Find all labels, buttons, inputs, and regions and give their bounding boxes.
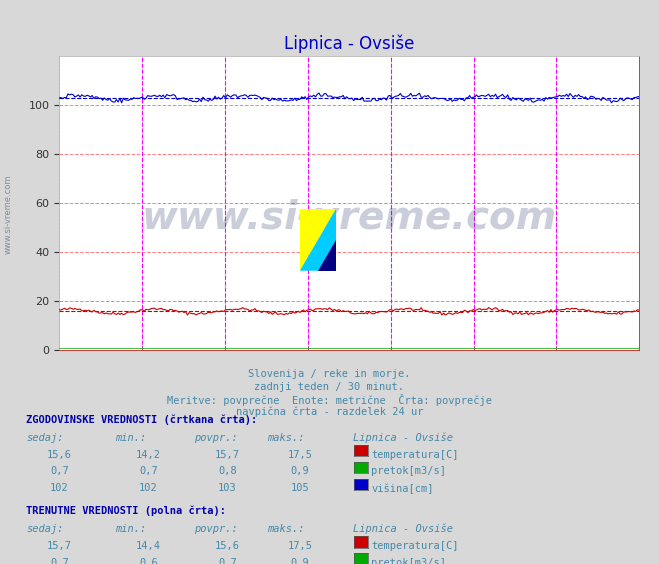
- Text: povpr.:: povpr.:: [194, 433, 238, 443]
- Text: 17,5: 17,5: [287, 450, 312, 460]
- Polygon shape: [318, 240, 336, 271]
- Text: 0,8: 0,8: [218, 466, 237, 477]
- Text: www.si-vreme.com: www.si-vreme.com: [3, 175, 13, 254]
- Text: zadnji teden / 30 minut.: zadnji teden / 30 minut.: [254, 382, 405, 392]
- Text: 14,2: 14,2: [136, 450, 161, 460]
- Polygon shape: [300, 209, 336, 271]
- Text: 0,7: 0,7: [218, 558, 237, 564]
- Polygon shape: [300, 209, 336, 271]
- Text: temperatura[C]: temperatura[C]: [371, 541, 459, 551]
- Text: ZGODOVINSKE VREDNOSTI (črtkana črta):: ZGODOVINSKE VREDNOSTI (črtkana črta):: [26, 415, 258, 425]
- Text: 102: 102: [50, 483, 69, 494]
- Text: 0,7: 0,7: [139, 466, 158, 477]
- Text: temperatura[C]: temperatura[C]: [371, 450, 459, 460]
- Text: 15,7: 15,7: [47, 541, 72, 551]
- Text: 0,6: 0,6: [139, 558, 158, 564]
- Text: maks.:: maks.:: [267, 433, 304, 443]
- Text: 17,5: 17,5: [287, 541, 312, 551]
- Title: Lipnica - Ovsiše: Lipnica - Ovsiše: [284, 35, 415, 54]
- Text: Slovenija / reke in morje.: Slovenija / reke in morje.: [248, 369, 411, 380]
- Text: 0,7: 0,7: [50, 558, 69, 564]
- Text: 103: 103: [218, 483, 237, 494]
- Text: 0,7: 0,7: [50, 466, 69, 477]
- Text: 15,7: 15,7: [215, 450, 240, 460]
- Text: 15,6: 15,6: [215, 541, 240, 551]
- Text: pretok[m3/s]: pretok[m3/s]: [371, 558, 446, 564]
- Text: maks.:: maks.:: [267, 524, 304, 534]
- Text: 0,9: 0,9: [291, 466, 309, 477]
- Text: višina[cm]: višina[cm]: [371, 483, 434, 494]
- Text: min.:: min.:: [115, 524, 146, 534]
- Text: pretok[m3/s]: pretok[m3/s]: [371, 466, 446, 477]
- Text: sedaj:: sedaj:: [26, 524, 64, 534]
- Text: min.:: min.:: [115, 433, 146, 443]
- Text: navpična črta - razdelek 24 ur: navpična črta - razdelek 24 ur: [236, 407, 423, 417]
- Text: 0,9: 0,9: [291, 558, 309, 564]
- Text: sedaj:: sedaj:: [26, 433, 64, 443]
- Text: 102: 102: [139, 483, 158, 494]
- Text: www.si-vreme.com: www.si-vreme.com: [142, 199, 557, 237]
- Text: 105: 105: [291, 483, 309, 494]
- Text: TRENUTNE VREDNOSTI (polna črta):: TRENUTNE VREDNOSTI (polna črta):: [26, 506, 226, 517]
- Text: 14,4: 14,4: [136, 541, 161, 551]
- Text: Lipnica - Ovsiše: Lipnica - Ovsiše: [353, 524, 453, 535]
- Text: Lipnica - Ovsiše: Lipnica - Ovsiše: [353, 433, 453, 443]
- Text: 15,6: 15,6: [47, 450, 72, 460]
- Text: Meritve: povprečne  Enote: metrične  Črta: povprečje: Meritve: povprečne Enote: metrične Črta:…: [167, 394, 492, 406]
- Text: povpr.:: povpr.:: [194, 524, 238, 534]
